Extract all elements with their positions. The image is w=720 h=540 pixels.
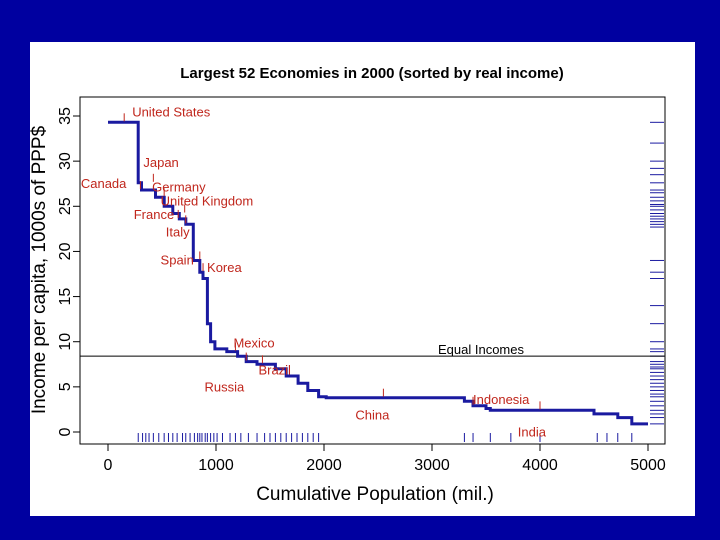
annotation-label: Mexico: [233, 336, 274, 351]
annotation-label: Germany: [152, 179, 206, 194]
y-tick-label: 5: [57, 382, 74, 391]
income-chart: Largest 52 Economies in 2000 (sorted by …: [30, 65, 666, 505]
annotation-label: China: [355, 408, 390, 423]
annotation-label: Russia: [204, 380, 245, 395]
annotation-label: United States: [132, 104, 211, 119]
y-tick-label: 15: [57, 288, 74, 306]
annotation-label: France: [134, 207, 174, 222]
x-axis-label: Cumulative Population (mil.): [256, 484, 494, 505]
annotation-label: Korea: [207, 260, 242, 275]
annotation-label: Indonesia: [473, 392, 530, 407]
y-tick-label: 10: [57, 333, 74, 351]
income-step-line: [108, 120, 648, 426]
x-tick-label: 4000: [522, 457, 558, 474]
chart-title: Largest 52 Economies in 2000 (sorted by …: [180, 65, 563, 82]
axes: 0 1000 2000 3000 4000 5000 0 5 10 15 20 25 30 35: [57, 107, 666, 474]
annotation-label: Spain: [161, 252, 194, 267]
reference-line-group: Equal Incomes: [80, 342, 665, 357]
x-tick-label: 3000: [414, 457, 450, 474]
equal-incomes-label: Equal Incomes: [438, 342, 524, 357]
x-tick-label: 2000: [306, 457, 342, 474]
y-tick-label: 30: [57, 152, 74, 170]
y-tick-label: 25: [57, 197, 74, 215]
x-tick-label: 0: [104, 457, 113, 474]
annotation-label: Canada: [81, 176, 127, 191]
series-group: [108, 120, 648, 426]
rug-marks: [137, 121, 664, 442]
x-tick-label: 5000: [630, 457, 666, 474]
plot-frame: [79, 96, 666, 445]
y-tick-label: 20: [57, 242, 74, 260]
y-tick-label: 35: [57, 107, 74, 125]
annotation-label: United Kingdom: [161, 194, 254, 209]
y-tick-label: 0: [57, 427, 74, 436]
annotation-label: India: [518, 424, 547, 439]
annotation-label: Japan: [143, 155, 178, 170]
annotation-label: Brazil: [258, 362, 291, 377]
slide-panel: Largest 52 Economies in 2000 (sorted by …: [30, 42, 695, 516]
annotation-label: Italy: [166, 224, 190, 239]
y-axis-label: Income per capita, 1000s of PPP$: [30, 125, 50, 414]
x-tick-label: 1000: [198, 457, 234, 474]
